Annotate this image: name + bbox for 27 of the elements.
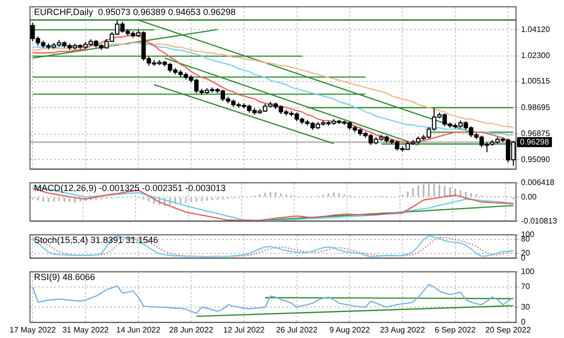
- y-tick-label: 80: [521, 234, 530, 244]
- y-tick-label: 0.006418: [521, 178, 555, 188]
- y-tick-label: 100: [521, 267, 535, 276]
- x-tick-label: 31 May 2022: [62, 325, 110, 334]
- chart-title: EURCHF,Daily 0.95073 0.96389 0.94653 0.96298: [34, 6, 236, 17]
- y-tick-label: 0.98695: [521, 102, 550, 112]
- x-tick-label: 6 Sep 2022: [434, 325, 476, 334]
- x-tick-label: 23 Aug 2022: [380, 325, 426, 334]
- x-tick-label: 26 Jul 2022: [276, 325, 318, 334]
- chart-title: RSI(9) 48.6066: [34, 272, 96, 282]
- y-tick-label: 0: [521, 318, 526, 327]
- x-tick-label: 28 Jun 2022: [169, 325, 214, 334]
- y-tick-label: 70: [521, 282, 530, 292]
- x-tick-label: 17 May 2022: [10, 325, 56, 334]
- ref-line-label: 0.96298: [520, 137, 550, 146]
- y-tick-label: 1.00515: [521, 76, 550, 86]
- y-tick-label: -0.010813: [521, 216, 558, 226]
- y-tick-label: 1.04120: [521, 24, 550, 34]
- y-tick-label: 0.00: [521, 192, 538, 202]
- x-tick-label: 12 Jul 2022: [223, 325, 266, 334]
- y-tick-label: 0.95090: [521, 154, 550, 164]
- x-tick-label: 14 Jun 2022: [116, 325, 161, 334]
- y-tick-label: 1.02300: [521, 50, 550, 60]
- y-tick-label: 0.96875: [521, 129, 550, 138]
- x-tick-label: 20 Sep 2022: [485, 325, 532, 334]
- x-tick-label: 9 Aug 2022: [329, 325, 370, 334]
- y-tick-label: 30: [521, 302, 530, 312]
